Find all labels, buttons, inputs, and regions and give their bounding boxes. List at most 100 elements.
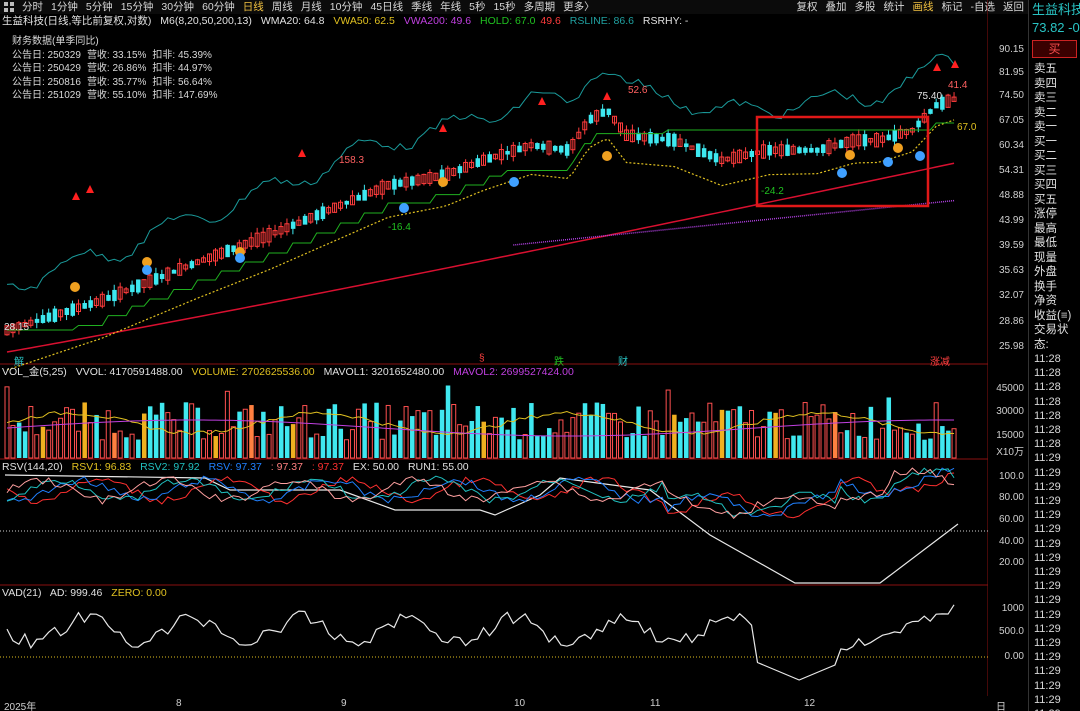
- axis-tick-label: 74.50: [998, 90, 1024, 101]
- candle: [654, 133, 659, 144]
- volume-bar: [564, 431, 570, 459]
- volume-bar: [129, 433, 135, 459]
- toolbar-action[interactable]: 多股: [854, 1, 876, 13]
- candle: [189, 261, 195, 269]
- candle: [207, 253, 213, 263]
- candle: [648, 132, 653, 144]
- sell-signal-triangle: [538, 97, 546, 105]
- axis-tick-label: 60.34: [998, 140, 1024, 151]
- candle: [809, 147, 814, 153]
- mavol1-value: MAVOL1: 3201652480.00: [323, 366, 445, 378]
- quote-field: 卖四: [1034, 77, 1057, 90]
- period-tab[interactable]: 15分钟: [120, 1, 154, 13]
- candle: [546, 140, 552, 155]
- period-tab[interactable]: 15秒: [493, 1, 516, 13]
- period-tab[interactable]: 周线: [271, 1, 293, 13]
- period-tab[interactable]: 年线: [440, 1, 462, 13]
- period-tab[interactable]: 更多〉: [563, 1, 595, 13]
- candle: [916, 120, 921, 128]
- axis-tick-label: 48.88: [998, 190, 1024, 201]
- period-tab[interactable]: 分时: [22, 1, 43, 13]
- month-11: 11: [650, 698, 661, 709]
- toolbar-action[interactable]: 统计: [883, 1, 905, 13]
- candle: [558, 145, 564, 153]
- financial-row: 公告日: 250816 营收: 35.77% 扣非: 56.64%: [12, 76, 223, 90]
- volume-bar: [165, 412, 171, 459]
- candle: [433, 172, 439, 182]
- candle: [909, 127, 915, 133]
- candle: [487, 154, 492, 163]
- period-tab[interactable]: 季线: [411, 1, 433, 13]
- volume-bar: [117, 430, 123, 459]
- candle: [492, 153, 498, 160]
- trade-time: 11:28: [1034, 381, 1061, 394]
- period-tab[interactable]: 45日线: [370, 1, 404, 13]
- candle: [58, 309, 64, 318]
- rsv-name[interactable]: RSV(144,20): [2, 461, 63, 473]
- period-tab[interactable]: 日线: [242, 1, 264, 13]
- period-tab[interactable]: 10分钟: [329, 1, 363, 13]
- trade-time: 11:29: [1034, 452, 1061, 465]
- candle: [28, 319, 34, 326]
- toolbar-action[interactable]: 画线: [912, 1, 934, 13]
- axis-tick-label: 28.86: [998, 316, 1024, 327]
- volume-bar: [594, 402, 600, 458]
- candle: [886, 134, 892, 141]
- axis-tick-label: 32.07: [998, 290, 1024, 301]
- quote-field: 买四: [1034, 179, 1057, 191]
- volume-bar: [940, 426, 945, 458]
- volume-bar: [481, 421, 486, 458]
- volume-bar: [213, 436, 218, 458]
- volume-bar: [195, 407, 201, 458]
- volume-bar: [754, 436, 760, 459]
- buy-button[interactable]: 买: [1032, 40, 1077, 58]
- candle: [40, 315, 46, 323]
- volume-bar: [284, 426, 290, 458]
- stock-price: 73.82 -0: [1032, 20, 1080, 35]
- trade-time: 11:29: [1034, 537, 1061, 550]
- axis-tick-label: 30000: [996, 406, 1024, 417]
- toolbar-action[interactable]: -自选: [970, 1, 996, 13]
- period-tab[interactable]: 1分钟: [51, 1, 78, 13]
- toolbar-action[interactable]: 叠加: [825, 1, 847, 13]
- candle: [415, 174, 421, 186]
- candle: [272, 230, 278, 236]
- toolbar-action[interactable]: 复权: [796, 1, 818, 13]
- sell-signal-triangle: [298, 149, 306, 157]
- period-tab[interactable]: 多周期: [523, 1, 556, 13]
- label-52: 52.6: [628, 85, 648, 96]
- candle: [46, 312, 52, 322]
- period-tab[interactable]: 30分钟: [161, 1, 195, 13]
- candle: [147, 274, 153, 288]
- candle: [498, 149, 504, 161]
- volume-bar: [856, 435, 862, 458]
- indicator-name[interactable]: M6(8,20,50,200,13): [160, 15, 252, 27]
- volume-bar: [153, 414, 159, 458]
- trade-time: 11:29: [1034, 523, 1061, 536]
- toolbar-action[interactable]: 标记: [941, 1, 963, 13]
- quote-field: 最低: [1034, 237, 1057, 249]
- period-label[interactable]: 日线: [996, 702, 1006, 711]
- volume-bar: [928, 438, 933, 458]
- period-tab[interactable]: 月线: [300, 1, 322, 13]
- volume-bar: [850, 412, 856, 459]
- volume-bar: [218, 433, 224, 459]
- toolbar-action[interactable]: 返回: [1003, 1, 1024, 13]
- candle: [868, 137, 874, 143]
- grid-menu-icon[interactable]: [0, 0, 18, 14]
- period-tab[interactable]: 5分钟: [85, 1, 113, 13]
- volume-bar: [891, 429, 897, 459]
- volume-bar: [517, 439, 522, 458]
- sell-signal-triangle: [603, 92, 611, 100]
- volume-bar: [547, 428, 552, 458]
- candle: [934, 102, 939, 109]
- candle: [314, 210, 320, 221]
- main-indicator-line: 生益科技(日线,等比前复权,对数) M6(8,20,50,200,13) WMA…: [2, 15, 694, 28]
- volume-bar: [22, 431, 28, 458]
- vad-name[interactable]: VAD(21): [2, 587, 42, 599]
- period-tab[interactable]: 60分钟: [202, 1, 235, 13]
- period-tab[interactable]: 5秒: [469, 1, 486, 13]
- quote-field: 交易状态:: [1034, 324, 1069, 351]
- vol-name[interactable]: VOL_金(5,25): [2, 366, 67, 378]
- volume-bar: [570, 417, 576, 459]
